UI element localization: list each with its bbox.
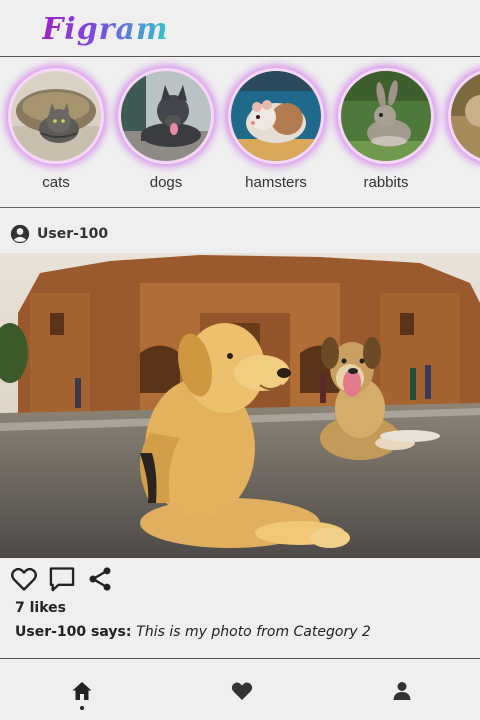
story-ring[interactable] [338,68,434,164]
story-hamsters[interactable]: hamsters [226,68,326,191]
app-header: Figram [0,0,480,57]
hamster-photo-icon [231,71,321,161]
caption-username[interactable]: User-100 says: [15,624,136,640]
rabbit-photo-icon [341,71,431,161]
story-label: dogs [149,174,183,191]
likes-count: 7 likes [15,600,66,616]
story-ring[interactable] [228,68,324,164]
story-cats[interactable]: cats [6,68,106,191]
story-dogs[interactable]: dogs [116,68,216,191]
home-icon[interactable] [70,679,94,703]
story-label: rabbits [363,174,409,191]
animal-photo-icon [451,71,480,161]
bottom-nav [0,658,480,720]
active-indicator [80,706,84,710]
caption-says: says: [86,624,137,640]
like-heart-icon[interactable] [10,565,38,593]
comment-icon[interactable] [48,565,76,593]
post-author[interactable]: User-100 [10,222,108,246]
share-icon[interactable] [86,565,114,593]
post-username: User-100 [37,226,109,242]
caption-username-text: User-100 [15,624,87,640]
story-label: cats [42,174,70,191]
app-logo[interactable]: Figram [42,12,169,47]
post-caption: User-100 says: This is my photo from Cat… [15,624,371,640]
post-photo[interactable] [0,253,480,558]
cat-photo-icon [11,71,101,161]
heart-icon[interactable] [230,679,254,703]
stories-bar: cats dogs [0,58,480,208]
user-icon[interactable] [390,679,414,703]
story-partial[interactable] [446,68,480,164]
story-label: hamsters [245,174,307,191]
story-rabbits[interactable]: rabbits [336,68,436,191]
caption-text: This is my photo from Category 2 [136,624,371,640]
story-ring[interactable] [8,68,104,164]
story-ring[interactable] [118,68,214,164]
dog-photo-icon [121,71,211,161]
user-circle-icon [10,224,30,244]
story-ring[interactable] [448,68,480,164]
post-actions [10,565,114,593]
